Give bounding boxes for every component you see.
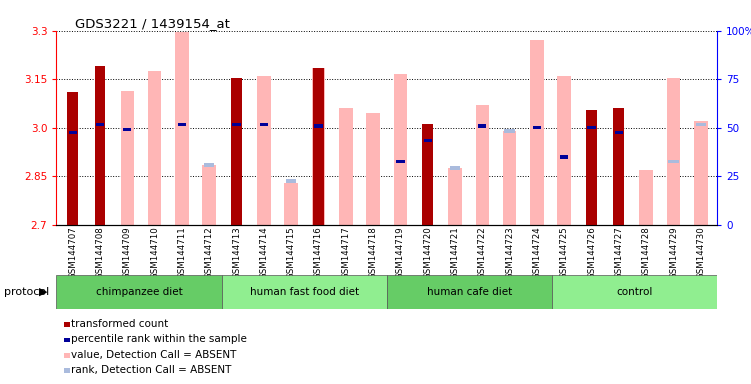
Bar	[231, 78, 242, 225]
Bar	[204, 163, 215, 167]
Bar	[503, 131, 517, 225]
Bar	[615, 131, 623, 134]
Text: rank, Detection Call = ABSENT: rank, Detection Call = ABSENT	[71, 365, 232, 375]
Bar	[560, 155, 569, 159]
Bar	[260, 123, 268, 126]
Bar	[533, 126, 541, 129]
Bar	[96, 123, 104, 126]
Bar	[56, 275, 222, 309]
Text: human cafe diet: human cafe diet	[427, 287, 512, 297]
Text: protocol: protocol	[4, 287, 49, 297]
Bar	[175, 32, 189, 225]
Bar	[552, 275, 717, 309]
Bar	[339, 108, 353, 225]
Bar	[424, 139, 432, 142]
Bar	[450, 166, 460, 170]
Bar	[68, 131, 77, 134]
Bar	[285, 183, 298, 225]
Bar	[505, 129, 515, 132]
Text: ▶: ▶	[39, 287, 47, 297]
Bar	[95, 66, 105, 225]
Bar	[313, 68, 324, 225]
Bar	[387, 275, 552, 309]
Text: chimpanzee diet: chimpanzee diet	[95, 287, 182, 297]
Text: GDS3221 / 1439154_at: GDS3221 / 1439154_at	[75, 17, 230, 30]
Bar	[557, 76, 571, 225]
Bar	[448, 168, 462, 225]
Bar	[667, 78, 680, 225]
Text: percentile rank within the sample: percentile rank within the sample	[71, 334, 247, 344]
Bar	[478, 124, 487, 128]
Bar	[286, 179, 297, 183]
Bar	[233, 123, 240, 126]
Bar	[614, 108, 624, 225]
Bar	[120, 91, 134, 225]
Bar	[695, 123, 706, 126]
Text: human fast food diet: human fast food diet	[249, 287, 359, 297]
Bar	[475, 105, 489, 225]
Bar	[366, 113, 380, 225]
Bar	[222, 275, 387, 309]
Bar	[123, 127, 131, 131]
Bar	[203, 165, 216, 225]
Text: control: control	[617, 287, 653, 297]
Bar	[178, 123, 186, 126]
Bar	[148, 71, 161, 225]
Bar	[422, 124, 433, 225]
Bar	[694, 121, 707, 225]
Bar	[68, 92, 78, 225]
Text: value, Detection Call = ABSENT: value, Detection Call = ABSENT	[71, 350, 237, 360]
Bar	[639, 170, 653, 225]
Bar	[394, 74, 407, 225]
Bar	[257, 76, 270, 225]
Bar	[530, 40, 544, 225]
Bar	[397, 160, 405, 163]
Bar	[586, 110, 597, 225]
Bar	[668, 160, 679, 163]
Bar	[587, 126, 596, 129]
Bar	[312, 68, 325, 225]
Text: transformed count: transformed count	[71, 319, 169, 329]
Bar	[315, 124, 323, 128]
